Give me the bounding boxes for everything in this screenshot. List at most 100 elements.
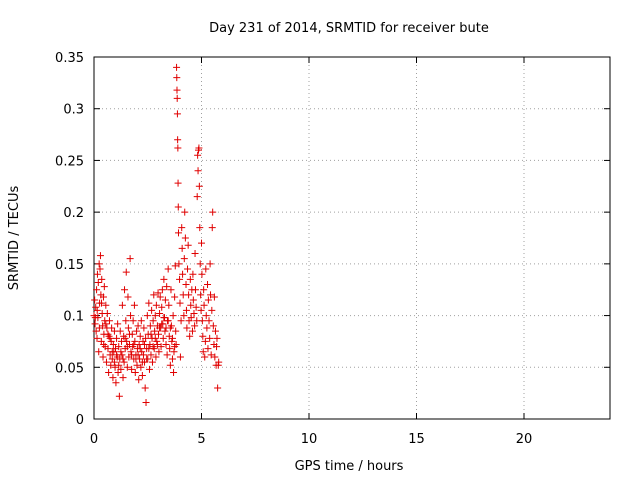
data-point — [161, 296, 169, 304]
data-point — [207, 351, 215, 359]
data-point — [158, 286, 166, 294]
data-point — [169, 312, 177, 320]
data-point — [188, 327, 196, 335]
data-point — [147, 351, 155, 359]
data-point — [174, 179, 182, 187]
data-point — [157, 343, 165, 351]
data-point — [128, 351, 136, 359]
data-point — [117, 365, 125, 373]
data-point — [93, 286, 101, 294]
data-point — [179, 270, 187, 278]
data-point — [164, 317, 172, 325]
data-point — [153, 337, 161, 345]
data-point — [173, 63, 181, 71]
data-point — [142, 334, 150, 342]
data-point — [182, 281, 190, 289]
data-point — [103, 310, 111, 318]
data-point — [145, 365, 153, 373]
x-tick-label: 10 — [301, 432, 318, 447]
data-point — [99, 353, 107, 361]
x-tick-label: 0 — [90, 432, 98, 447]
data-point — [205, 317, 213, 325]
data-point — [206, 334, 214, 342]
data-point — [195, 182, 203, 190]
data-point — [178, 244, 186, 252]
y-tick-label: 0.05 — [55, 361, 84, 376]
data-point — [181, 234, 189, 242]
data-point — [211, 353, 219, 361]
data-point — [93, 270, 101, 278]
data-point — [198, 239, 205, 247]
data-point — [213, 334, 221, 342]
data-point — [105, 368, 113, 376]
data-point — [135, 376, 143, 384]
data-point — [138, 348, 146, 356]
data-point — [104, 345, 112, 353]
data-point — [167, 286, 175, 294]
data-point — [91, 314, 99, 322]
data-point — [95, 324, 103, 332]
data-point — [186, 332, 194, 340]
data-point — [187, 314, 195, 322]
data-point — [95, 260, 103, 268]
data-point — [208, 224, 216, 232]
data-point — [110, 358, 118, 366]
data-point — [214, 384, 222, 392]
data-point — [128, 365, 136, 373]
data-point — [180, 255, 188, 263]
data-point — [201, 353, 209, 361]
data-point — [160, 314, 168, 322]
data-point — [107, 361, 115, 369]
data-point — [196, 224, 204, 232]
data-point — [102, 301, 110, 309]
y-tick-label: 0.2 — [63, 206, 84, 221]
data-point — [113, 334, 121, 342]
data-point — [149, 343, 157, 351]
data-point — [95, 348, 103, 356]
data-point — [102, 358, 110, 366]
data-point — [166, 324, 174, 332]
data-point — [200, 301, 208, 309]
data-point — [182, 306, 190, 314]
data-point — [206, 260, 214, 268]
plot-frame — [93, 56, 611, 420]
data-point — [202, 312, 210, 320]
data-point — [124, 324, 132, 332]
data-point — [166, 345, 174, 353]
data-point — [91, 320, 99, 328]
data-point — [160, 275, 168, 283]
data-point — [148, 306, 156, 314]
y-tick-label: 0.15 — [55, 258, 84, 273]
data-point — [92, 303, 100, 311]
data-point — [173, 110, 181, 118]
data-point — [125, 330, 133, 338]
data-point — [200, 286, 208, 294]
data-point — [164, 265, 172, 273]
data-point — [178, 224, 186, 232]
data-point — [191, 250, 199, 258]
data-point — [112, 379, 120, 387]
data-point — [203, 324, 211, 332]
data-point — [172, 327, 180, 335]
data-point — [163, 351, 171, 359]
data-point — [192, 303, 200, 311]
data-point — [170, 368, 178, 376]
data-point — [149, 317, 157, 325]
data-point — [131, 337, 139, 345]
data-point — [156, 324, 164, 332]
data-point — [113, 351, 121, 359]
data-point — [153, 341, 161, 349]
data-point — [173, 86, 181, 94]
data-point — [158, 303, 166, 311]
data-point — [196, 260, 204, 268]
data-point — [161, 327, 169, 335]
data-point — [105, 317, 113, 325]
data-point — [174, 229, 182, 237]
data-point — [195, 144, 203, 152]
data-point — [143, 355, 151, 363]
data-point — [109, 374, 117, 382]
data-point — [215, 358, 223, 366]
data-point — [127, 312, 135, 320]
data-point — [208, 306, 216, 314]
